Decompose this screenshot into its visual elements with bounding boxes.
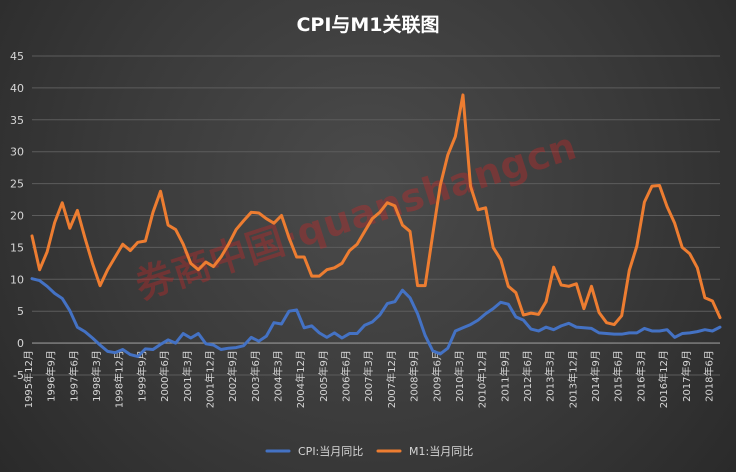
x-tick-label-29: 2017年9月 — [680, 350, 693, 402]
x-tick-label-24: 2013年12月 — [566, 350, 579, 408]
x-tick-label-22: 2012年6月 — [521, 350, 534, 402]
x-tick-label-21: 2011年9月 — [498, 350, 511, 402]
y-tick-label: 20 — [10, 210, 24, 223]
x-tick-label-6: 2000年6月 — [158, 350, 171, 402]
x-tick-label-5: 1999年9月 — [135, 350, 148, 402]
x-tick-label-17: 2008年9月 — [408, 350, 421, 402]
y-tick-label: 0 — [17, 337, 24, 350]
x-tick-label-0: 1995年12月 — [22, 350, 35, 408]
x-tick-label-26: 2015年6月 — [612, 350, 625, 402]
x-tick-label-11: 2004年3月 — [271, 350, 284, 402]
chart-title: CPI与M1关联图 — [296, 13, 439, 36]
x-tick-label-14: 2006年6月 — [340, 350, 353, 402]
series-line-1 — [30, 93, 722, 327]
x-tick-label-1: 1996年9月 — [45, 350, 58, 402]
x-tick-label-28: 2016年12月 — [657, 350, 670, 408]
series-line-0 — [30, 277, 722, 358]
x-tick-label-7: 2001年3月 — [181, 350, 194, 402]
y-tick-label: 25 — [10, 178, 24, 191]
x-tick-label-13: 2005年9月 — [317, 350, 330, 402]
y-tick-label: 5 — [17, 305, 24, 318]
y-tick-label: -5 — [13, 369, 24, 382]
x-tick-label-4: 1998年12月 — [113, 350, 126, 408]
x-tick-label-3: 1998年3月 — [90, 350, 103, 402]
y-tick-label: 15 — [10, 241, 24, 254]
y-tick-label: 40 — [10, 82, 24, 95]
x-tick-label-25: 2014年9月 — [589, 350, 602, 402]
y-tick-label: 30 — [10, 146, 24, 159]
x-tick-label-18: 2009年6月 — [430, 350, 443, 402]
y-tick-label: 45 — [10, 50, 24, 63]
y-tick-label: 10 — [10, 273, 24, 286]
x-tick-label-9: 2002年9月 — [226, 350, 239, 402]
x-tick-label-27: 2016年3月 — [634, 350, 647, 402]
x-tick-label-12: 2004年12月 — [294, 350, 307, 408]
x-tick-label-30: 2018年6月 — [702, 350, 715, 402]
x-tick-label-20: 2010年12月 — [476, 350, 489, 408]
x-tick-label-19: 2010年3月 — [453, 350, 466, 402]
y-tick-label: 35 — [10, 114, 24, 127]
x-tick-label-16: 2007年12月 — [385, 350, 398, 408]
x-tick-label-23: 2013年3月 — [544, 350, 557, 402]
x-tick-label-8: 2001年12月 — [203, 350, 216, 408]
x-tick-label-2: 1997年6月 — [67, 350, 80, 402]
legend-label-0: CPI:当月同比 — [298, 444, 363, 458]
legend-label-1: M1:当月同比 — [409, 444, 473, 458]
x-tick-label-10: 2003年6月 — [249, 350, 262, 402]
x-tick-label-15: 2007年3月 — [362, 350, 375, 402]
